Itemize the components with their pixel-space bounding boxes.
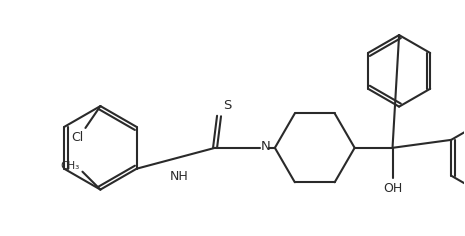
Text: NH: NH bbox=[169, 170, 188, 183]
Text: CH₃: CH₃ bbox=[60, 161, 80, 171]
Text: N: N bbox=[261, 140, 271, 153]
Text: S: S bbox=[223, 99, 232, 112]
Text: OH: OH bbox=[383, 182, 402, 195]
Text: Cl: Cl bbox=[71, 131, 83, 144]
